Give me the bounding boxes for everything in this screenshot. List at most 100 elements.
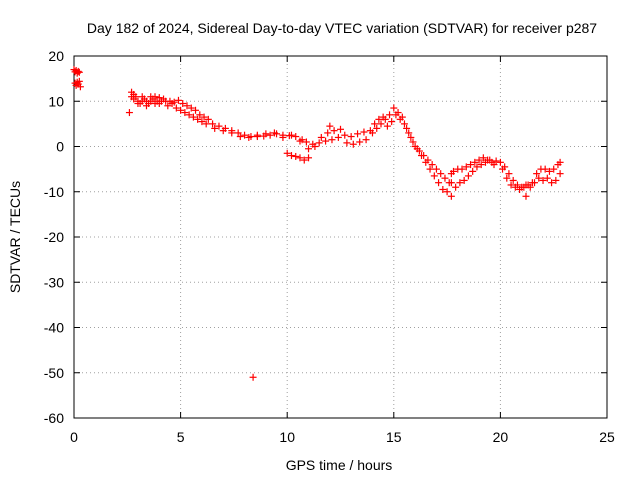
data-point <box>469 167 477 175</box>
data-point <box>236 133 244 141</box>
data-point <box>174 96 182 104</box>
data-point <box>447 179 455 187</box>
data-point <box>200 113 208 121</box>
y-axis-tick-labels: -60 -50 -40 -30 -20 -10 0 10 20 <box>44 48 64 426</box>
data-point <box>379 113 387 121</box>
data-point <box>305 154 313 162</box>
data-point <box>390 104 398 112</box>
data-point <box>541 165 549 173</box>
data-point <box>74 67 82 75</box>
data-point <box>462 163 470 171</box>
data-point <box>302 138 310 146</box>
data-point <box>533 170 541 178</box>
data-point <box>392 111 400 119</box>
data-point <box>543 174 551 182</box>
data-point <box>368 129 376 137</box>
data-point <box>386 111 394 119</box>
data-point <box>296 137 304 145</box>
data-point <box>253 133 261 141</box>
data-point <box>509 176 517 184</box>
data-point <box>492 157 500 165</box>
x-axis-tick-labels: 0 5 10 15 20 25 <box>70 429 615 445</box>
data-point <box>142 102 150 110</box>
data-point <box>138 93 146 101</box>
data-point <box>479 154 487 162</box>
data-point <box>518 183 526 191</box>
data-point <box>337 125 344 133</box>
data-point <box>305 145 313 153</box>
data-point <box>535 174 543 182</box>
x-tick-label: 5 <box>177 429 185 445</box>
data-point <box>164 102 172 110</box>
data-point <box>435 179 443 187</box>
data-point <box>456 179 464 187</box>
data-point <box>287 131 295 139</box>
data-point <box>249 373 257 381</box>
data-point <box>526 183 534 191</box>
y-tick-label: -20 <box>44 229 64 245</box>
y-tick-label: -50 <box>44 365 64 381</box>
data-point <box>447 192 455 200</box>
data-point <box>196 111 204 119</box>
data-point <box>228 129 236 137</box>
data-point <box>522 181 530 189</box>
data-point <box>405 129 413 137</box>
data-point <box>194 115 202 123</box>
data-point <box>477 161 485 169</box>
data-point <box>75 77 83 85</box>
data-point <box>326 122 334 130</box>
data-point <box>219 127 227 135</box>
data-point <box>418 152 426 160</box>
data-point <box>409 138 417 146</box>
data-point <box>168 100 176 108</box>
data-point <box>432 165 440 173</box>
data-point <box>183 102 191 110</box>
data-point <box>334 133 342 141</box>
data-point <box>467 161 475 169</box>
data-point <box>292 133 300 141</box>
data-point <box>439 185 447 193</box>
data-point <box>422 158 430 166</box>
data-point <box>311 143 319 150</box>
data-point <box>215 122 223 130</box>
data-point <box>324 129 332 137</box>
data-point <box>388 118 396 126</box>
data-point <box>428 161 436 169</box>
data-point <box>128 88 136 96</box>
data-point <box>426 165 434 173</box>
data-point <box>430 172 438 180</box>
x-tick-label: 20 <box>493 429 509 445</box>
data-point <box>486 156 494 164</box>
data-point <box>343 139 351 147</box>
data-point <box>371 120 379 128</box>
x-axis-label: GPS time / hours <box>286 457 393 473</box>
data-point <box>155 94 163 102</box>
data-point <box>198 118 206 126</box>
data-point <box>496 158 504 166</box>
data-point <box>556 170 564 178</box>
data-point <box>501 163 509 171</box>
data-point <box>172 104 180 112</box>
data-point <box>505 170 513 178</box>
y-tick-label: 20 <box>48 48 64 64</box>
data-point <box>377 120 385 128</box>
data-point <box>354 130 362 138</box>
data-point <box>473 163 481 171</box>
data-point <box>181 109 189 117</box>
data-point <box>241 131 249 139</box>
data-point <box>75 68 83 76</box>
data-point <box>245 133 253 141</box>
data-point <box>296 154 304 162</box>
data-point <box>134 100 142 108</box>
data-points <box>70 66 564 381</box>
data-point <box>125 109 133 117</box>
data-point <box>147 93 155 101</box>
chart-title: Day 182 of 2024, Sidereal Day-to-day VTE… <box>87 20 597 36</box>
data-point <box>151 100 159 108</box>
data-point <box>475 156 483 164</box>
data-point <box>300 156 308 164</box>
data-point <box>375 115 383 123</box>
data-point <box>449 167 457 175</box>
data-point <box>383 122 391 130</box>
y-tick-label: -40 <box>44 320 64 336</box>
